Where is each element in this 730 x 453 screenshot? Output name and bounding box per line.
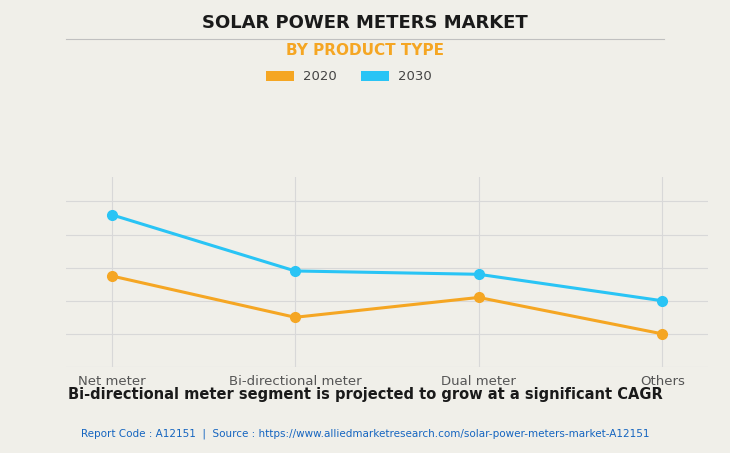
FancyBboxPatch shape	[361, 71, 389, 81]
Text: BY PRODUCT TYPE: BY PRODUCT TYPE	[286, 43, 444, 58]
Text: Bi-directional meter segment is projected to grow at a significant CAGR: Bi-directional meter segment is projecte…	[68, 387, 662, 402]
FancyBboxPatch shape	[266, 71, 294, 81]
Text: 2030: 2030	[398, 70, 431, 82]
Text: SOLAR POWER METERS MARKET: SOLAR POWER METERS MARKET	[202, 14, 528, 32]
Text: Report Code : A12151  |  Source : https://www.alliedmarketresearch.com/solar-pow: Report Code : A12151 | Source : https://…	[81, 428, 649, 439]
Text: 2020: 2020	[303, 70, 337, 82]
